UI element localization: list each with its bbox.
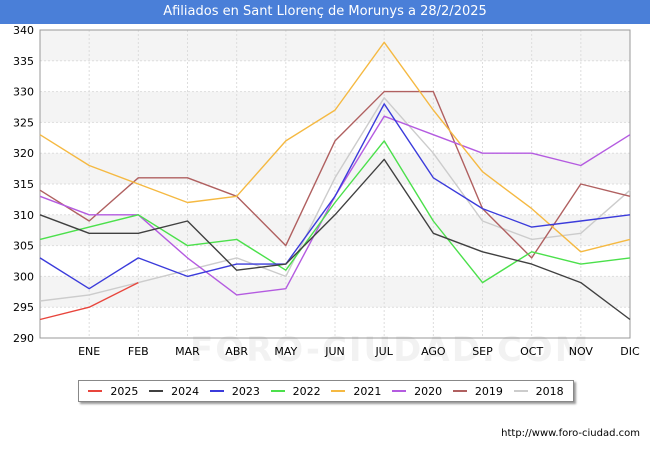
watermark-text: FORO-CIUDAD.COM	[190, 330, 591, 370]
legend-label: 2025	[110, 384, 139, 398]
legend: 2025 2024 2023 2022 2021 2020 2019 2018	[78, 380, 574, 402]
legend-label: 2018	[535, 384, 564, 398]
y-tick-label: 295	[13, 301, 34, 314]
legend-item-2020: 2020	[392, 385, 442, 398]
y-tick-label: 305	[13, 240, 34, 253]
series-line-2023	[39, 103, 631, 290]
x-tick-label: FEB	[128, 345, 149, 358]
legend-label: 2024	[171, 384, 200, 398]
legend-swatch	[270, 390, 285, 392]
legend-label: 2021	[353, 384, 382, 398]
legend-swatch	[392, 390, 407, 392]
legend-label: 2022	[292, 384, 321, 398]
y-tick-label: 325	[13, 116, 34, 129]
legend-item-2021: 2021	[331, 385, 381, 398]
legend-item-2025: 2025	[88, 385, 138, 398]
legend-item-2024: 2024	[149, 385, 199, 398]
x-tick-label: NOV	[569, 345, 594, 358]
x-tick-label: SEP	[472, 345, 493, 358]
x-tick-label: ENE	[78, 345, 100, 358]
series-lines	[39, 41, 631, 321]
legend-item-2018: 2018	[513, 384, 564, 398]
legend-item-2022: 2022	[270, 384, 321, 398]
y-tick-label: 315	[13, 178, 34, 191]
legend-swatch	[331, 390, 346, 392]
legend-label: 2020	[414, 384, 443, 398]
x-tick-label: JUN	[324, 345, 345, 358]
legend-swatch	[452, 390, 467, 392]
legend-swatch	[149, 390, 164, 392]
legend-label: 2019	[474, 384, 503, 398]
legend-swatch	[88, 390, 103, 392]
y-tick-label: 340	[13, 24, 34, 37]
chart-title: Afiliados en Sant Llorenç de Morunys a 2…	[0, 0, 650, 24]
series-line-2022	[39, 140, 631, 284]
x-tick-label: JUL	[374, 345, 393, 358]
x-tick-label: AGO	[421, 345, 446, 358]
legend-item-2023: 2023	[209, 384, 260, 398]
y-tick-label: 320	[13, 147, 34, 160]
legend-swatch	[513, 390, 528, 392]
y-axis-ticks: 290 295 300 305 310 315 320 325 330 335 340	[13, 24, 34, 345]
y-tick-label: 310	[13, 209, 34, 222]
series-line-2021	[39, 41, 631, 253]
x-tick-label: OCT	[520, 345, 543, 358]
y-tick-label: 300	[13, 270, 34, 283]
series-line-2019	[39, 90, 631, 259]
source-url: http://www.foro-ciudad.com	[501, 428, 640, 439]
legend-swatch	[209, 390, 224, 392]
y-tick-label: 330	[13, 86, 34, 99]
y-tick-label: 335	[13, 55, 34, 68]
x-tick-label: MAR	[175, 345, 200, 358]
legend-item-2019: 2019	[452, 384, 503, 398]
x-tick-label: MAY	[274, 345, 297, 358]
x-tick-label: DIC	[620, 345, 640, 358]
y-tick-label: 290	[13, 332, 34, 345]
series-line-2024	[39, 158, 631, 321]
legend-label: 2023	[231, 384, 260, 398]
plot-frame	[39, 29, 631, 339]
x-axis-ticks: ENE FEB MAR ABR MAY JUN JUL AGO SEP OCT NOV DIC	[78, 345, 640, 358]
series-line-2025	[39, 281, 139, 321]
x-tick-label: ABR	[225, 345, 248, 358]
